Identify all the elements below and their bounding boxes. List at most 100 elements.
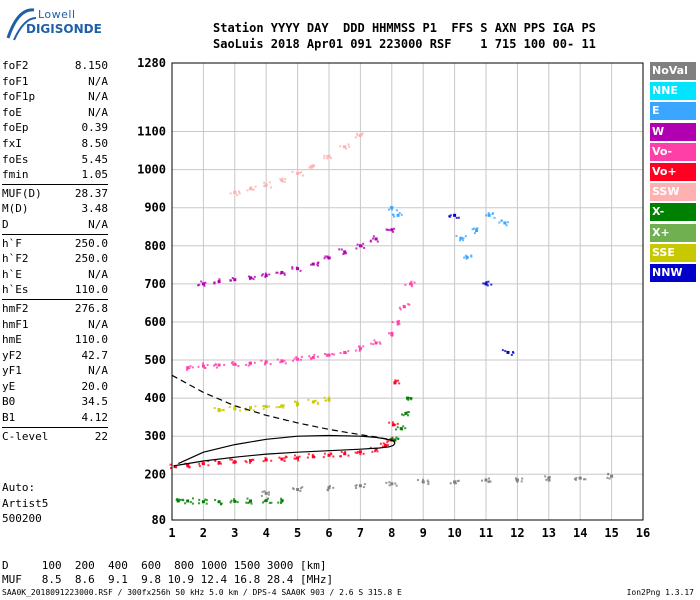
data-point [191, 502, 194, 505]
data-point [249, 459, 252, 463]
data-point [222, 409, 225, 412]
param-row: foF1p N/A [2, 89, 108, 105]
data-point [279, 361, 282, 364]
data-point [217, 410, 220, 413]
data-point [201, 462, 204, 465]
series-e [388, 205, 509, 260]
series-x- [175, 396, 413, 506]
plot-area [172, 63, 643, 520]
data-point [186, 368, 189, 371]
data-point [204, 281, 207, 284]
data-point [521, 477, 524, 480]
data-point [426, 479, 429, 482]
data-point [254, 185, 257, 188]
data-point [386, 443, 389, 446]
param-name: foF2 [2, 59, 29, 72]
data-point [300, 355, 303, 358]
param-row: B1 4.12 [2, 410, 108, 426]
data-point [299, 358, 302, 361]
param-row: yF2 42.7 [2, 348, 108, 364]
data-point [356, 451, 359, 454]
data-point [485, 214, 488, 217]
data-point [407, 398, 410, 401]
data-point [339, 352, 342, 355]
data-point [610, 475, 613, 478]
data-point [213, 282, 216, 285]
data-point [283, 359, 286, 362]
data-point [283, 457, 286, 460]
data-point [201, 500, 205, 504]
data-point [343, 252, 346, 255]
param-value: N/A [88, 105, 108, 119]
data-point [316, 263, 319, 266]
data-point [475, 229, 479, 233]
data-point [400, 213, 403, 216]
data-point [233, 278, 236, 281]
data-point [606, 476, 609, 479]
data-point [217, 462, 220, 465]
data-point [281, 500, 284, 503]
data-point [329, 452, 332, 455]
data-point [323, 352, 326, 355]
param-value: 4.12 [81, 411, 109, 425]
data-point [280, 178, 284, 182]
param-value: 28.37 [74, 186, 108, 200]
data-point [548, 475, 551, 478]
data-point [311, 453, 314, 456]
dashed-profile-curve [171, 374, 396, 443]
param-value: 276.8 [74, 301, 108, 315]
param-value: 42.7 [81, 348, 109, 362]
param-value: 250.0 [74, 252, 108, 266]
data-point [396, 422, 399, 425]
data-point [607, 472, 610, 475]
data-point [291, 267, 294, 270]
data-point [310, 166, 313, 169]
data-point [457, 479, 460, 482]
data-point [267, 493, 270, 496]
legend-item: NNW [650, 263, 696, 282]
y-tick-label: 900 [144, 201, 166, 215]
data-point [270, 459, 273, 462]
param-value: 110.0 [74, 283, 108, 297]
series-nnw [448, 213, 515, 356]
data-point [385, 228, 388, 231]
data-point [455, 482, 458, 485]
data-point [387, 440, 390, 443]
data-point [198, 283, 201, 286]
data-point [388, 208, 391, 211]
data-point [473, 232, 476, 235]
param-row: foEs 5.45 [2, 152, 108, 168]
data-point [345, 147, 348, 150]
data-point [398, 211, 401, 214]
data-point [584, 478, 587, 481]
data-point [233, 190, 237, 194]
data-point [369, 446, 372, 449]
data-point [515, 478, 518, 481]
data-point [277, 501, 280, 504]
data-point [292, 488, 295, 491]
x-tick-label: 11 [479, 526, 493, 540]
data-point [281, 499, 284, 502]
data-point [369, 240, 372, 243]
data-point [236, 194, 239, 197]
data-point [449, 482, 452, 485]
data-point [397, 437, 400, 440]
data-point [464, 254, 467, 257]
data-point [244, 460, 247, 463]
data-point [503, 221, 507, 225]
artist-code: 500200 [2, 512, 42, 525]
data-point [402, 304, 405, 307]
data-point [386, 441, 389, 444]
data-point [262, 405, 265, 408]
param-name: B1 [2, 411, 16, 425]
data-point [264, 272, 267, 275]
param-row: h`F 250.0 [2, 236, 108, 252]
data-point [340, 248, 343, 251]
data-point [306, 456, 309, 459]
data-point [236, 501, 239, 504]
data-point [448, 215, 451, 218]
data-point [391, 321, 394, 324]
data-point [327, 353, 331, 357]
param-name: MUF(D) [2, 186, 42, 200]
